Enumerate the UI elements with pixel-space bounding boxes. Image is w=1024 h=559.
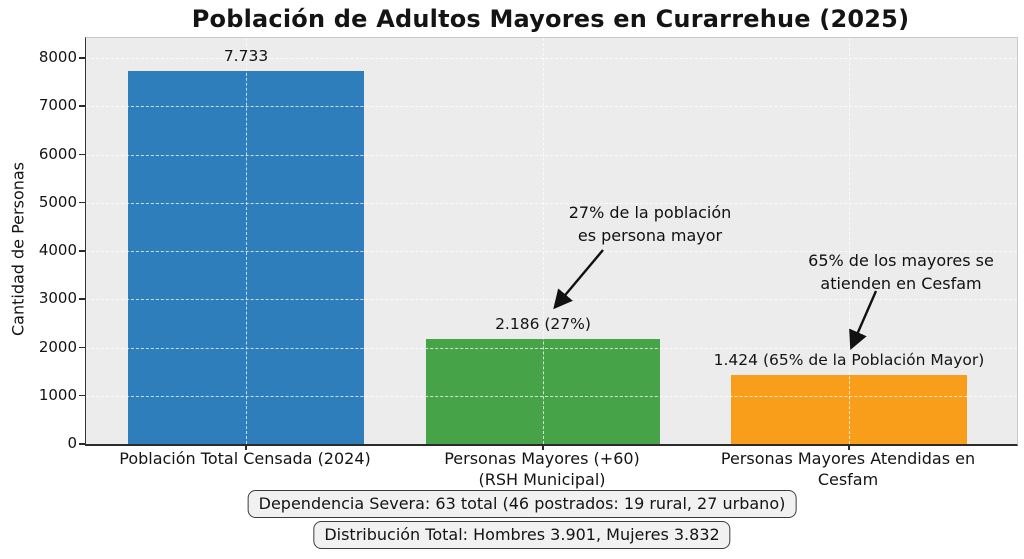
y-tick-mark [79,105,85,107]
y-gridline [86,106,1017,108]
x-gridline [543,38,544,444]
bar-value-label: 2.186 (27%) [495,315,591,333]
x-tick-line: Cesfam [817,470,879,489]
bar-value-label: 1.424 (65% de la Población Mayor) [713,351,985,369]
x-tick-label-poblacion-total: Población Total Censada (2024) [119,448,371,469]
y-tick-label: 8000 [38,48,77,66]
y-tick-label: 3000 [38,289,77,307]
y-tick-label: 0 [67,434,77,452]
chart-title: Población de Adultos Mayores en Curarreh… [191,5,910,33]
x-tick-mark [848,444,850,450]
x-tick-label-personas-mayores: Personas Mayores (+60) (RSH Municipal) [444,448,640,490]
y-tick-label: 4000 [38,241,77,259]
y-gridline [86,58,1017,59]
y-tick-mark [79,443,85,445]
x-tick-line: Personas Mayores (+60) [444,449,640,468]
annotation-line: atienden en Cesfam [820,274,982,293]
y-tick-mark [79,57,85,59]
y-tick-label: 1000 [38,386,77,404]
plot-area: 7.733 2.186 (27%) 1.424 (65% de la Pobla… [85,37,1018,446]
y-gridline [86,347,1017,349]
y-tick-label: 2000 [38,337,77,356]
y-tick-mark [79,250,85,252]
y-tick-mark [79,394,85,397]
x-gridline [246,38,247,444]
x-gridline [849,38,850,444]
annotation-line: es persona mayor [577,226,723,245]
y-gridline [86,299,1017,301]
y-tick-mark [79,201,85,204]
x-tick-line: (RSH Municipal) [478,470,606,489]
arrow-to-green-bar [553,249,604,310]
x-tick-mark [542,444,544,450]
y-gridline [86,251,1017,252]
y-gridline [86,202,1017,204]
y-tick-label: 7000 [38,96,77,114]
bar-value-label: 7.733 [223,47,269,65]
footnote-box-distribucion: Distribución Total: Hombres 3.901, Mujer… [313,521,731,549]
annotation-line: 65% de los mayores se [808,251,994,270]
footnote-box-dependencia: Dependencia Severa: 63 total (46 postrad… [247,490,797,518]
y-gridline [86,395,1017,397]
y-tick-mark [79,153,85,155]
y-tick-mark [79,346,85,348]
y-tick-label: 6000 [38,144,77,163]
x-tick-label-atendidas-cesfam: Personas Mayores Atendidas en Cesfam [721,448,975,490]
x-tick-line: Personas Mayores Atendidas en [720,449,976,468]
y-tick-label: 5000 [38,193,77,211]
x-tick-mark [245,444,247,450]
annotation-27-percent: 27% de la población es persona mayor [569,201,732,247]
annotation-line: 27% de la población [568,203,732,222]
annotation-65-percent: 65% de los mayores se atienden en Cesfam [808,249,994,295]
y-tick-mark [79,298,85,300]
y-gridline [86,154,1017,156]
x-tick-line: Población Total Censada (2024) [119,449,371,468]
